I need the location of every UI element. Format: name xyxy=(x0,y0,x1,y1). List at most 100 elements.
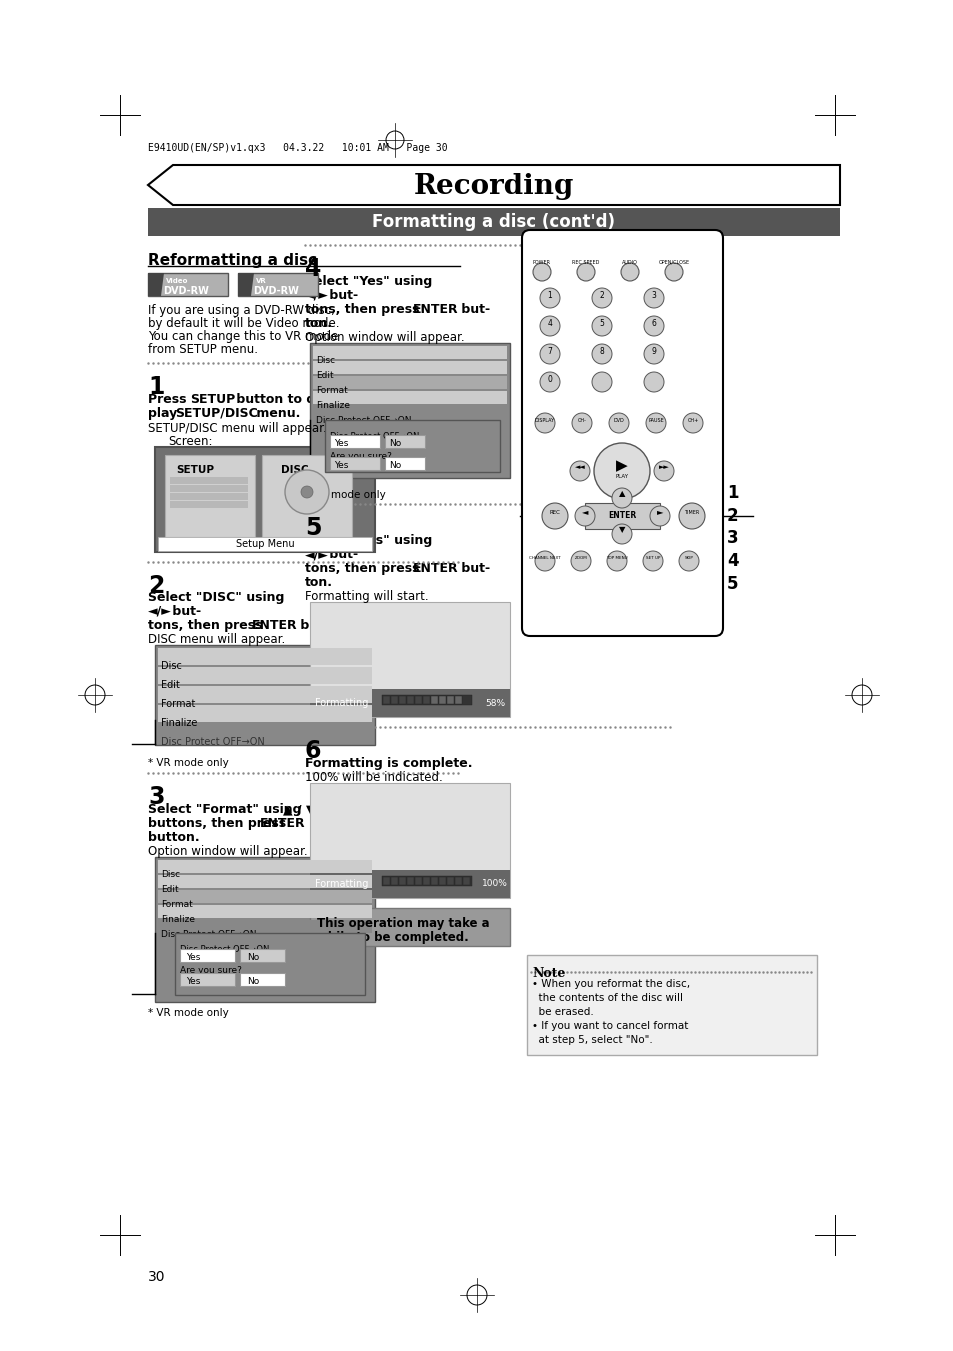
Circle shape xyxy=(643,288,663,308)
Bar xyxy=(240,948,285,962)
Text: 5: 5 xyxy=(305,516,321,540)
Text: 2: 2 xyxy=(599,290,604,300)
Bar xyxy=(158,686,372,703)
Circle shape xyxy=(571,551,590,571)
Bar xyxy=(262,455,352,536)
Text: Press: Press xyxy=(148,393,191,407)
Bar xyxy=(382,877,390,885)
Text: 0: 0 xyxy=(547,374,552,384)
Bar xyxy=(180,973,234,986)
Text: Edit: Edit xyxy=(161,680,180,690)
Text: ◄/►: ◄/► xyxy=(305,549,329,561)
Circle shape xyxy=(679,551,699,571)
Bar xyxy=(174,934,365,994)
Text: ▲: ▲ xyxy=(618,489,624,499)
Text: SETUP/DISC menu will appear.: SETUP/DISC menu will appear. xyxy=(148,422,327,435)
Text: ton.: ton. xyxy=(305,576,333,589)
Text: Select "Yes" using: Select "Yes" using xyxy=(305,534,436,547)
Text: SET UP: SET UP xyxy=(645,557,659,561)
Circle shape xyxy=(592,288,612,308)
Text: tons, then press: tons, then press xyxy=(305,303,423,316)
Text: 1: 1 xyxy=(726,484,738,503)
Bar xyxy=(148,273,228,296)
Text: ◄/►: ◄/► xyxy=(148,605,172,617)
Text: E9410UD(EN/SP)v1.qx3   04.3.22   10:01 AM   Page 30: E9410UD(EN/SP)v1.qx3 04.3.22 10:01 AM Pa… xyxy=(148,143,447,153)
Bar xyxy=(170,501,248,508)
Bar xyxy=(438,877,446,885)
Circle shape xyxy=(642,551,662,571)
Bar xyxy=(310,784,510,898)
Text: CH-: CH- xyxy=(577,417,586,423)
Text: Screen:: Screen: xyxy=(168,435,213,449)
Text: Disc: Disc xyxy=(161,870,180,880)
Text: Are you sure?: Are you sure? xyxy=(180,966,242,975)
Bar xyxy=(381,875,472,886)
Circle shape xyxy=(539,316,559,336)
Text: Finalize: Finalize xyxy=(161,915,194,924)
Bar xyxy=(158,705,372,721)
Text: Disc: Disc xyxy=(161,661,182,671)
Text: Disc: Disc xyxy=(315,357,335,365)
Bar xyxy=(170,477,248,484)
Polygon shape xyxy=(148,165,840,205)
Text: • If you want to cancel format: • If you want to cancel format xyxy=(532,1021,688,1031)
Circle shape xyxy=(539,372,559,392)
Text: Disc Protect OFF→ON: Disc Protect OFF→ON xyxy=(161,929,256,939)
Circle shape xyxy=(539,345,559,363)
Text: DISC: DISC xyxy=(281,465,309,476)
Text: ton.: ton. xyxy=(305,317,333,330)
Bar xyxy=(313,376,506,389)
Text: Option window will appear.: Option window will appear. xyxy=(148,844,307,858)
Text: If you are using a DVD-RW disc,: If you are using a DVD-RW disc, xyxy=(148,304,335,317)
Circle shape xyxy=(606,551,626,571)
Text: Format: Format xyxy=(315,386,348,394)
Text: DVD: DVD xyxy=(613,417,623,423)
Text: the contents of the disc will: the contents of the disc will xyxy=(532,993,682,1002)
Circle shape xyxy=(577,263,595,281)
Bar xyxy=(158,667,372,684)
Bar xyxy=(325,420,499,471)
Text: CH+: CH+ xyxy=(687,417,698,423)
Text: menu.: menu. xyxy=(252,407,300,420)
Text: Edit: Edit xyxy=(315,372,334,380)
Circle shape xyxy=(575,507,595,526)
Bar xyxy=(447,877,454,885)
Text: • When you reformat the disc,: • When you reformat the disc, xyxy=(532,979,689,989)
Bar xyxy=(158,905,372,917)
Bar xyxy=(526,955,816,1055)
Text: ◄◄: ◄◄ xyxy=(574,463,585,470)
Text: DISPLAY: DISPLAY xyxy=(535,417,555,423)
Bar xyxy=(154,447,375,553)
Bar xyxy=(382,696,390,704)
Bar xyxy=(237,273,317,296)
Circle shape xyxy=(620,263,639,281)
Bar xyxy=(391,696,397,704)
Circle shape xyxy=(643,345,663,363)
Circle shape xyxy=(643,372,663,392)
Text: CHANNEL NEXT: CHANNEL NEXT xyxy=(529,557,560,561)
Text: * VR mode only: * VR mode only xyxy=(305,490,385,500)
Text: Format: Format xyxy=(161,698,195,709)
Circle shape xyxy=(682,413,702,434)
Bar xyxy=(398,696,406,704)
Bar xyxy=(438,696,446,704)
Text: 3: 3 xyxy=(148,785,164,809)
Text: TIMER: TIMER xyxy=(683,509,699,515)
Bar xyxy=(447,696,454,704)
Text: No: No xyxy=(389,462,400,470)
Circle shape xyxy=(594,443,649,499)
Text: tons, then press: tons, then press xyxy=(148,619,267,632)
Bar xyxy=(330,457,379,470)
Circle shape xyxy=(285,470,329,513)
Text: ENTER: ENTER xyxy=(413,303,458,316)
Text: 2: 2 xyxy=(148,574,164,598)
Text: 9: 9 xyxy=(651,346,656,355)
Bar xyxy=(462,877,470,885)
Circle shape xyxy=(612,488,631,508)
Bar xyxy=(310,343,510,478)
Text: ▲ / ▼: ▲ / ▼ xyxy=(283,802,315,816)
Bar xyxy=(407,696,414,704)
Bar xyxy=(385,435,424,449)
Text: ZOOM: ZOOM xyxy=(574,557,587,561)
Circle shape xyxy=(612,524,631,544)
